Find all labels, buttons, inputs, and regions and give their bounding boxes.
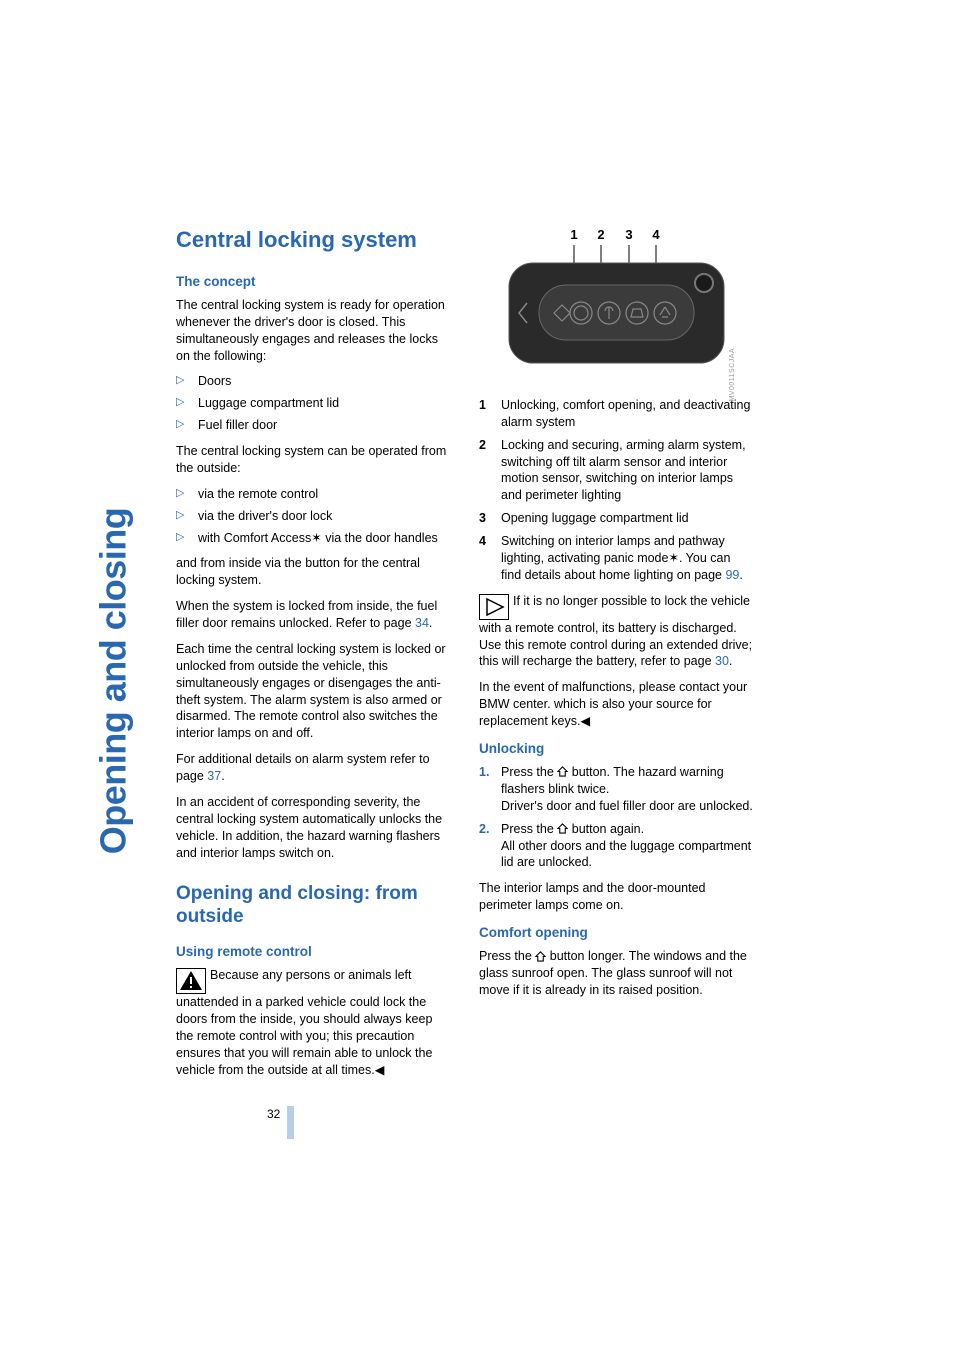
- concept-p1: The central locking system is ready for …: [176, 297, 451, 365]
- warning-paragraph: Because any persons or animals left unat…: [176, 967, 451, 1078]
- side-tab: Opening and closing: [105, 205, 155, 1175]
- unlock-icon: [557, 766, 568, 777]
- warning-icon: [176, 967, 206, 994]
- end-mark-icon: ◀: [375, 1063, 385, 1077]
- list-item: Doors: [176, 373, 451, 390]
- fig-label-1: 1: [570, 227, 577, 242]
- h2-opening-closing: Opening and closing: from outside: [176, 883, 451, 929]
- list-item: 2Locking and securing, arming alarm syst…: [479, 437, 754, 505]
- unlock-p: The interior lamps and the door-mounted …: [479, 880, 754, 914]
- asterisk-icon: ✶: [311, 531, 321, 545]
- note-paragraph-2: In the event of malfunctions, please con…: [479, 679, 754, 730]
- concept-p3: and from inside via the button for the c…: [176, 555, 451, 589]
- list-item: 4Switching on interior lamps and pathway…: [479, 533, 754, 584]
- key-legend-list: 1Unlocking, comfort opening, and deactiv…: [479, 397, 754, 584]
- page-bar: [287, 1106, 294, 1139]
- fig-label-2: 2: [597, 227, 604, 242]
- list-item: via the driver's door lock: [176, 508, 451, 525]
- figure-id-label: MV0011SCJAA: [728, 348, 737, 402]
- unlock-icon: [535, 951, 546, 962]
- concept-list-1: Doors Luggage compartment lid Fuel fille…: [176, 373, 451, 434]
- list-item: with Comfort Access✶ via the door handle…: [176, 530, 451, 547]
- end-mark-icon: ◀: [580, 714, 590, 728]
- concept-p6: For additional details on alarm system r…: [176, 751, 451, 785]
- content-area: Central locking system The concept The c…: [176, 225, 754, 1088]
- page-link-37[interactable]: 37: [207, 769, 221, 783]
- page-link-30[interactable]: 30: [715, 654, 729, 668]
- h3-the-concept: The concept: [176, 273, 451, 291]
- concept-p5: Each time the central locking system is …: [176, 641, 451, 742]
- list-item: 3Opening luggage compartment lid: [479, 510, 754, 527]
- comfort-p: Press the button longer. The windows and…: [479, 948, 754, 999]
- fig-label-4: 4: [652, 227, 660, 242]
- list-item: Luggage compartment lid: [176, 395, 451, 412]
- note-paragraph-1: If it is no longer possible to lock the …: [479, 593, 754, 671]
- page-number: 32: [267, 1107, 280, 1121]
- left-column: Central locking system The concept The c…: [176, 225, 451, 1088]
- h3-comfort-opening: Comfort opening: [479, 924, 754, 942]
- note-icon: [479, 593, 509, 620]
- asterisk-icon: ✶: [668, 551, 678, 565]
- list-item: Fuel filler door: [176, 417, 451, 434]
- unlock-icon: [557, 823, 568, 834]
- h1-central-locking: Central locking system: [176, 225, 451, 255]
- concept-list-2: via the remote control via the driver's …: [176, 486, 451, 547]
- h3-unlocking: Unlocking: [479, 740, 754, 758]
- concept-p4: When the system is locked from inside, t…: [176, 598, 451, 632]
- unlock-steps: 1.Press the button. The hazard warning f…: [479, 764, 754, 871]
- remote-control-figure: 1 2 3 4: [479, 225, 754, 385]
- page-link-99[interactable]: 99: [725, 568, 739, 582]
- concept-p7: In an accident of corresponding severity…: [176, 794, 451, 862]
- concept-p2: The central locking system can be operat…: [176, 443, 451, 477]
- list-item: 1.Press the button. The hazard warning f…: [479, 764, 754, 815]
- right-column: 1 2 3 4: [479, 225, 754, 1088]
- h3-using-remote: Using remote control: [176, 943, 451, 961]
- remote-illustration: 1 2 3 4: [479, 225, 754, 380]
- list-item: via the remote control: [176, 486, 451, 503]
- list-item: 1Unlocking, comfort opening, and deactiv…: [479, 397, 754, 431]
- list-item: 2.Press the button again.All other doors…: [479, 821, 754, 872]
- side-tab-label: Opening and closing: [92, 508, 134, 855]
- fig-label-3: 3: [625, 227, 632, 242]
- page-link-34[interactable]: 34: [415, 616, 429, 630]
